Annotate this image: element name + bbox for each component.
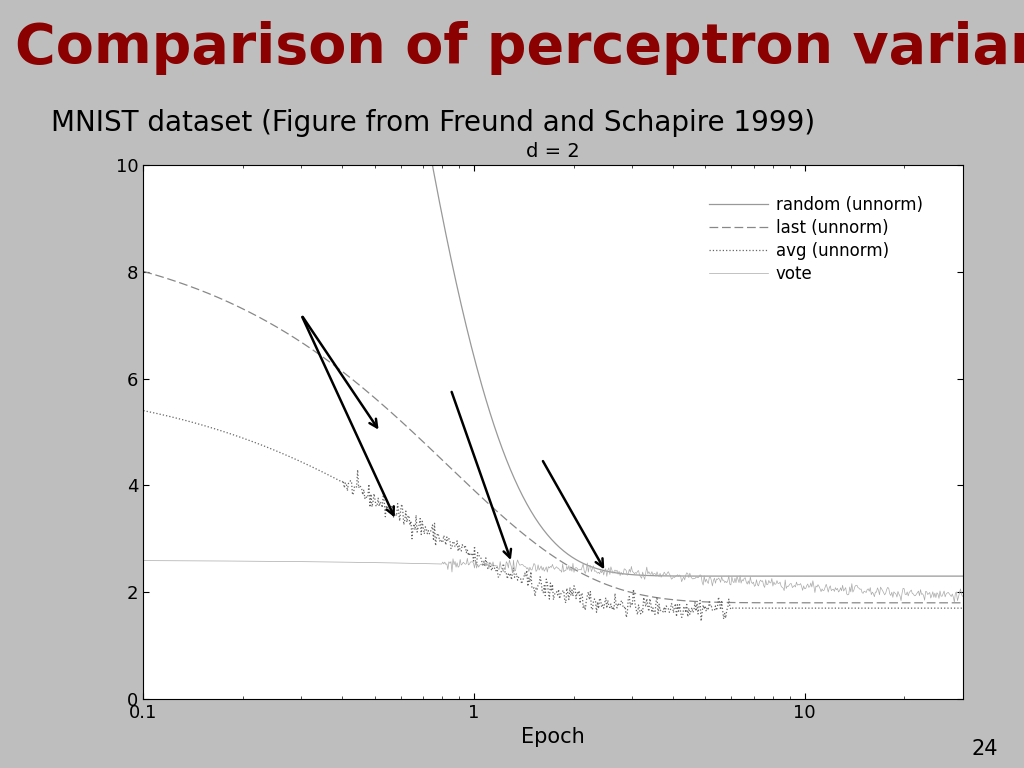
random (unnorm) [635, 571, 647, 580]
vote [844, 582, 856, 591]
avg (unnorm) [760, 604, 772, 613]
last (unnorm) [187, 283, 200, 293]
Line: random (unnorm): random (unnorm) [143, 58, 963, 576]
Line: avg (unnorm): avg (unnorm) [143, 411, 963, 621]
random (unnorm) [759, 571, 771, 581]
last (unnorm) [843, 598, 855, 607]
Legend: random (unnorm), last (unnorm), avg (unnorm), vote: random (unnorm), last (unnorm), avg (unn… [702, 190, 930, 290]
avg (unnorm) [844, 604, 856, 613]
vote [187, 556, 200, 565]
last (unnorm) [956, 598, 969, 607]
Text: 24: 24 [972, 739, 998, 759]
random (unnorm) [187, 54, 200, 63]
vote [948, 598, 961, 607]
avg (unnorm) [613, 601, 626, 610]
vote [461, 554, 473, 563]
last (unnorm) [759, 598, 771, 607]
vote [760, 575, 772, 584]
last (unnorm) [659, 594, 672, 604]
avg (unnorm) [695, 617, 708, 626]
random (unnorm) [137, 54, 150, 63]
avg (unnorm) [956, 604, 969, 613]
avg (unnorm) [635, 609, 647, 618]
random (unnorm) [956, 571, 969, 581]
last (unnorm) [635, 590, 647, 599]
vote [956, 592, 969, 601]
vote [636, 574, 648, 583]
Title: d = 2: d = 2 [526, 142, 580, 161]
random (unnorm) [866, 571, 879, 581]
last (unnorm) [613, 584, 626, 594]
vote [614, 571, 627, 581]
vote [660, 571, 673, 580]
random (unnorm) [613, 569, 626, 578]
vote [137, 556, 150, 565]
Line: vote: vote [143, 558, 963, 602]
last (unnorm) [137, 266, 150, 276]
Text: Comparison of perceptron variants: Comparison of perceptron variants [15, 21, 1024, 75]
avg (unnorm) [659, 607, 672, 617]
avg (unnorm) [137, 406, 150, 415]
random (unnorm) [659, 571, 672, 581]
avg (unnorm) [187, 418, 200, 427]
random (unnorm) [843, 571, 855, 581]
X-axis label: Epoch: Epoch [521, 727, 585, 747]
Text: MNIST dataset (Figure from Freund and Schapire 1999): MNIST dataset (Figure from Freund and Sc… [51, 109, 815, 137]
Line: last (unnorm): last (unnorm) [143, 271, 963, 603]
